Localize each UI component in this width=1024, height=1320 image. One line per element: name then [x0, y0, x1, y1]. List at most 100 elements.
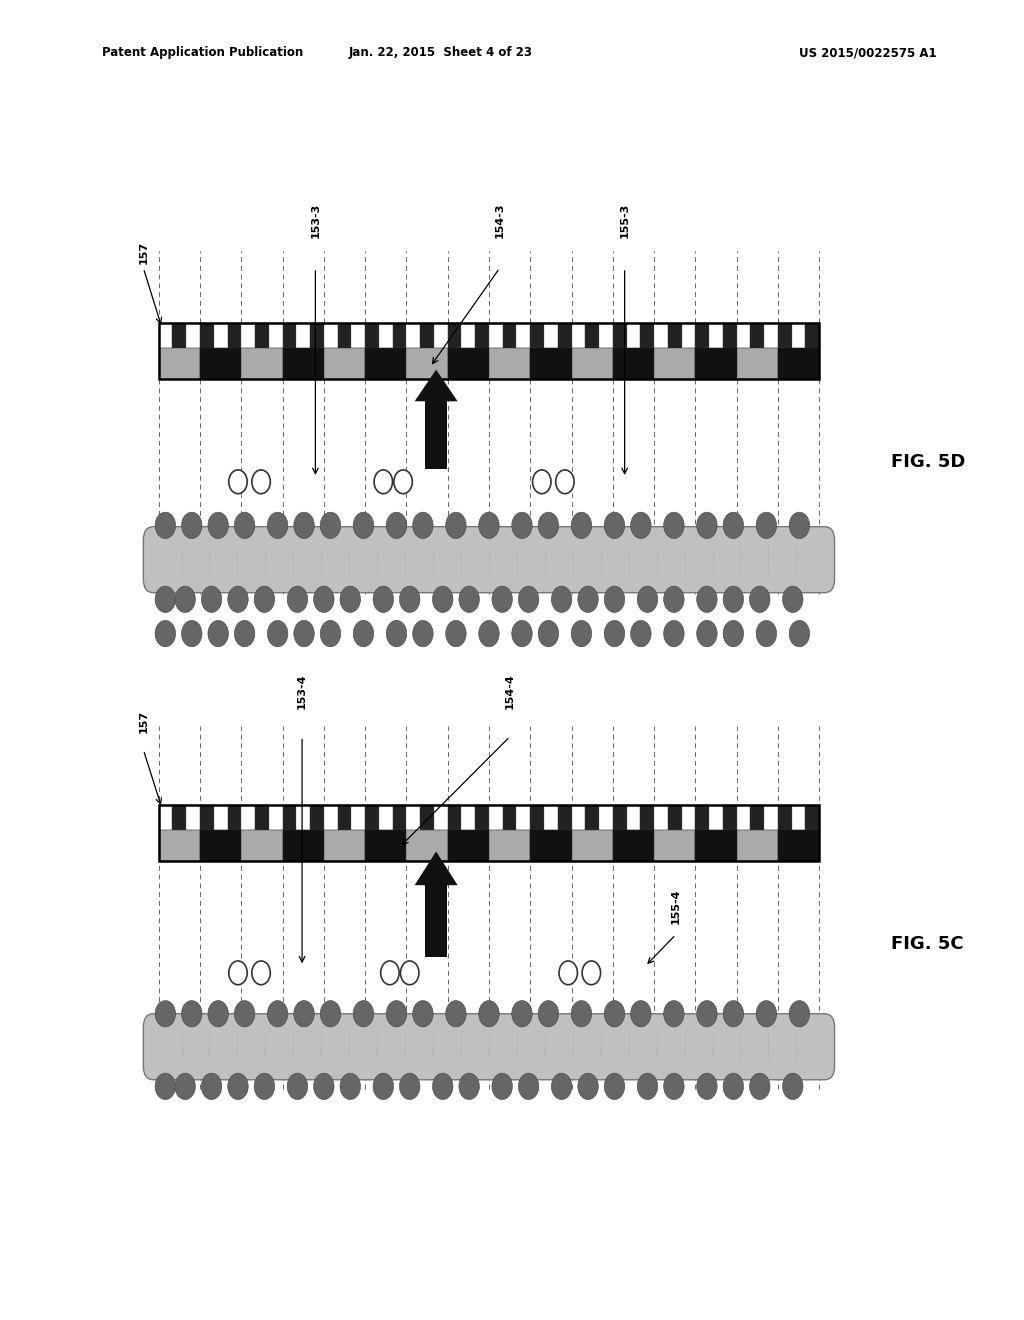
Bar — [530, 805, 544, 830]
Bar — [283, 323, 296, 348]
Ellipse shape — [374, 470, 392, 494]
Bar — [695, 323, 709, 348]
Bar — [310, 805, 324, 830]
Ellipse shape — [386, 1001, 407, 1027]
Bar — [200, 805, 214, 830]
Ellipse shape — [413, 1001, 433, 1027]
Bar — [447, 348, 489, 379]
Bar — [530, 348, 571, 379]
Bar — [159, 323, 819, 379]
Ellipse shape — [664, 586, 684, 612]
Ellipse shape — [631, 512, 651, 539]
Ellipse shape — [155, 1001, 175, 1027]
Ellipse shape — [551, 586, 571, 612]
Bar — [709, 323, 723, 348]
Ellipse shape — [155, 586, 175, 612]
Bar — [268, 323, 283, 348]
Ellipse shape — [723, 1001, 743, 1027]
Bar — [612, 830, 654, 861]
Ellipse shape — [340, 1073, 360, 1100]
Ellipse shape — [696, 620, 717, 647]
Ellipse shape — [175, 586, 196, 612]
Bar — [242, 323, 255, 348]
Ellipse shape — [578, 1073, 598, 1100]
Bar — [695, 830, 736, 861]
Ellipse shape — [267, 1001, 288, 1027]
Bar — [227, 805, 242, 830]
Bar — [407, 323, 420, 348]
Polygon shape — [415, 370, 458, 401]
Bar — [338, 805, 351, 830]
Bar — [447, 323, 462, 348]
Ellipse shape — [234, 1001, 255, 1027]
Ellipse shape — [756, 620, 776, 647]
Ellipse shape — [321, 512, 341, 539]
Bar — [434, 323, 447, 348]
Bar — [462, 323, 475, 348]
Bar — [764, 323, 778, 348]
Bar — [338, 323, 351, 348]
Bar — [366, 830, 407, 861]
Ellipse shape — [532, 470, 551, 494]
Bar — [366, 805, 379, 830]
Ellipse shape — [228, 470, 247, 494]
Ellipse shape — [756, 512, 776, 539]
Bar — [489, 805, 503, 830]
Bar — [242, 348, 283, 379]
Ellipse shape — [202, 1073, 222, 1100]
Ellipse shape — [353, 1001, 374, 1027]
Ellipse shape — [723, 620, 743, 647]
Ellipse shape — [539, 1001, 559, 1027]
Bar — [159, 805, 819, 861]
Ellipse shape — [723, 586, 743, 612]
Bar — [159, 323, 172, 348]
Ellipse shape — [664, 1001, 684, 1027]
Ellipse shape — [559, 961, 578, 985]
Bar — [283, 805, 296, 830]
Ellipse shape — [254, 1073, 274, 1100]
Ellipse shape — [512, 1001, 532, 1027]
Bar — [172, 323, 186, 348]
Ellipse shape — [637, 1073, 657, 1100]
Bar — [366, 348, 407, 379]
Bar — [654, 323, 668, 348]
Bar — [255, 323, 268, 348]
Bar — [654, 348, 695, 379]
Ellipse shape — [413, 512, 433, 539]
Bar — [612, 805, 627, 830]
Ellipse shape — [294, 1001, 314, 1027]
Text: 157: 157 — [138, 709, 148, 733]
Ellipse shape — [445, 1001, 466, 1027]
Text: FIG. 5C: FIG. 5C — [891, 935, 964, 953]
Text: 154-4: 154-4 — [505, 673, 515, 709]
Bar — [586, 805, 599, 830]
Ellipse shape — [492, 1073, 512, 1100]
Bar — [296, 805, 310, 830]
Bar — [544, 805, 558, 830]
Bar — [530, 830, 571, 861]
Ellipse shape — [321, 620, 341, 647]
Ellipse shape — [208, 512, 228, 539]
Bar — [200, 830, 242, 861]
Bar — [736, 830, 778, 861]
Ellipse shape — [234, 620, 255, 647]
Ellipse shape — [381, 961, 399, 985]
Ellipse shape — [373, 1073, 393, 1100]
Bar — [379, 323, 392, 348]
Ellipse shape — [321, 1001, 341, 1027]
Ellipse shape — [353, 512, 374, 539]
Ellipse shape — [181, 1001, 202, 1027]
Ellipse shape — [582, 961, 600, 985]
Ellipse shape — [413, 620, 433, 647]
Ellipse shape — [556, 470, 574, 494]
Ellipse shape — [664, 512, 684, 539]
Text: 153-3: 153-3 — [310, 202, 321, 238]
Ellipse shape — [631, 620, 651, 647]
Ellipse shape — [353, 620, 374, 647]
Bar — [558, 323, 571, 348]
Ellipse shape — [750, 586, 770, 612]
Ellipse shape — [571, 1001, 592, 1027]
Ellipse shape — [181, 620, 202, 647]
Bar — [792, 323, 806, 348]
Bar — [351, 805, 366, 830]
